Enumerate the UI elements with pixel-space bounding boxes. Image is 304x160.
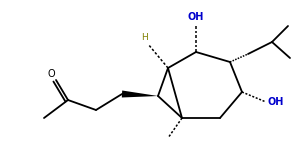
Text: H: H [142, 33, 148, 42]
Polygon shape [122, 91, 158, 97]
Text: OH: OH [268, 97, 284, 107]
Text: O: O [47, 69, 55, 79]
Text: OH: OH [188, 12, 204, 22]
